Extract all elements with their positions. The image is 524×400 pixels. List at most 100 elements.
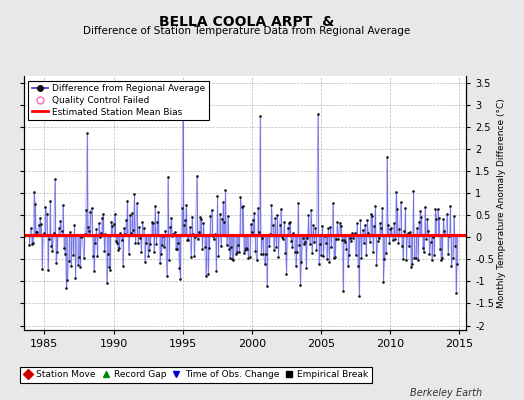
Point: [146, 240, 155, 247]
Point: [95, 234, 104, 241]
Point: [190, 253, 199, 259]
Point: [263, 283, 271, 290]
Point: [86, 208, 95, 215]
Point: [374, 238, 382, 245]
Point: [235, 249, 244, 256]
Point: [377, 224, 385, 231]
Point: [212, 268, 220, 274]
Point: [247, 221, 255, 227]
Point: [225, 246, 233, 252]
Point: [331, 254, 339, 260]
Point: [289, 230, 298, 236]
Point: [287, 238, 296, 244]
Point: [333, 219, 342, 225]
Text: Difference of Station Temperature Data from Regional Average: Difference of Station Temperature Data f…: [83, 26, 410, 36]
Point: [104, 250, 112, 257]
Point: [70, 222, 79, 228]
Point: [370, 222, 378, 229]
Point: [291, 263, 300, 269]
Point: [347, 238, 355, 244]
Point: [27, 241, 36, 248]
Point: [441, 232, 450, 238]
Point: [64, 258, 73, 264]
Point: [443, 210, 451, 217]
Point: [129, 227, 137, 233]
Point: [288, 244, 297, 251]
Point: [72, 232, 81, 239]
Point: [77, 234, 85, 240]
Point: [222, 242, 231, 248]
Point: [119, 224, 128, 231]
Point: [96, 230, 105, 236]
Point: [354, 263, 362, 269]
Point: [260, 260, 269, 267]
Point: [55, 225, 63, 231]
Point: [348, 230, 356, 236]
Point: [366, 210, 375, 217]
Point: [329, 200, 337, 206]
Point: [446, 202, 454, 209]
Point: [136, 235, 144, 241]
Point: [194, 229, 203, 235]
Point: [232, 251, 240, 257]
Point: [270, 247, 278, 254]
Point: [255, 229, 263, 236]
Point: [59, 202, 67, 208]
Point: [336, 223, 345, 229]
Point: [429, 234, 437, 240]
Point: [217, 215, 226, 222]
Point: [122, 217, 130, 224]
Point: [439, 215, 447, 222]
Point: [43, 267, 52, 274]
Y-axis label: Monthly Temperature Anomaly Difference (°C): Monthly Temperature Anomaly Difference (…: [497, 98, 506, 308]
Point: [228, 256, 236, 262]
Point: [449, 254, 457, 261]
Point: [412, 225, 421, 231]
Point: [353, 220, 361, 226]
Point: [214, 253, 223, 259]
Point: [400, 228, 408, 234]
Point: [162, 272, 171, 279]
Point: [105, 264, 113, 270]
Point: [26, 224, 35, 231]
Point: [352, 252, 360, 258]
Point: [221, 186, 230, 193]
Point: [286, 219, 294, 225]
Point: [224, 213, 232, 219]
Point: [302, 264, 310, 271]
Point: [351, 230, 359, 236]
Point: [180, 222, 188, 228]
Point: [363, 217, 372, 223]
Point: [102, 280, 111, 286]
Text: Berkeley Earth: Berkeley Earth: [410, 388, 482, 398]
Point: [160, 244, 168, 250]
Point: [365, 238, 374, 245]
Point: [181, 217, 189, 224]
Point: [300, 241, 308, 247]
Point: [151, 202, 159, 209]
Point: [67, 262, 75, 269]
Point: [53, 249, 61, 255]
Point: [157, 251, 165, 258]
Point: [242, 245, 250, 252]
Point: [266, 231, 275, 237]
Point: [134, 240, 142, 246]
Point: [293, 248, 301, 255]
Point: [357, 254, 366, 261]
Point: [364, 230, 373, 236]
Point: [342, 246, 351, 252]
Point: [38, 266, 46, 272]
Point: [171, 246, 180, 252]
Point: [307, 207, 315, 213]
Point: [165, 257, 173, 264]
Point: [452, 289, 460, 296]
Point: [197, 216, 205, 222]
Point: [435, 246, 444, 252]
Point: [340, 236, 348, 243]
Point: [98, 215, 106, 221]
Point: [323, 256, 331, 262]
Point: [179, 97, 187, 104]
Point: [440, 228, 449, 235]
Point: [278, 233, 286, 240]
Point: [244, 255, 253, 262]
